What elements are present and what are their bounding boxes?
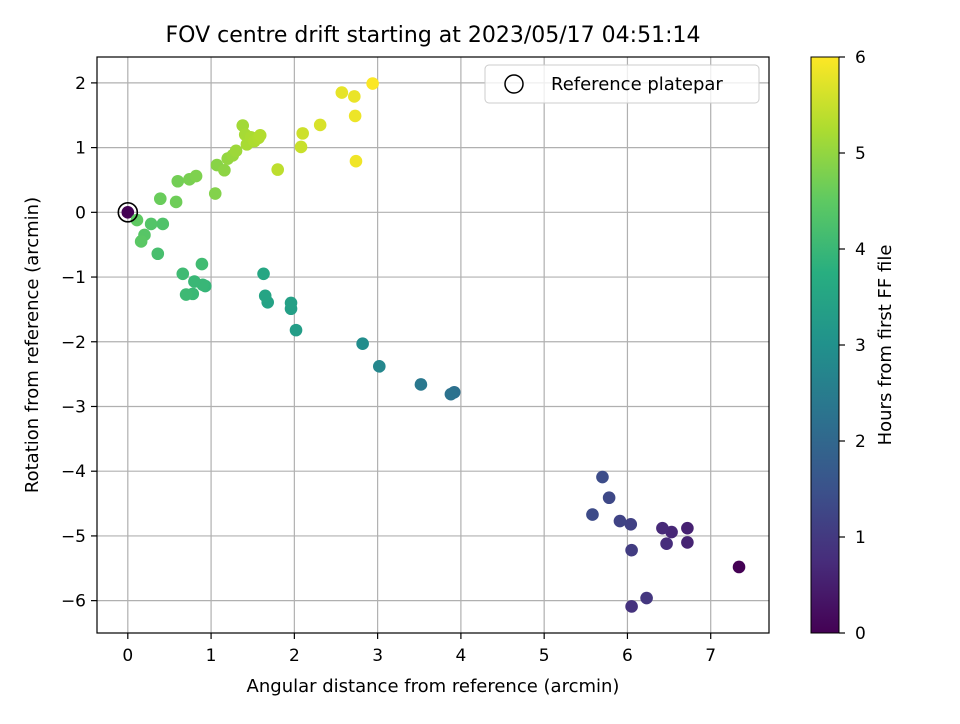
x-tick-label: 1 [206, 646, 217, 666]
data-point [444, 387, 458, 401]
colorbar [810, 56, 840, 634]
x-tick-label: 7 [705, 646, 716, 666]
x-tick-label: 6 [622, 646, 633, 666]
x-tick-label: 0 [122, 646, 133, 666]
data-point [171, 174, 185, 188]
x-axis-label: Angular distance from reference (arcmin) [247, 676, 620, 697]
chart-title: FOV centre drift starting at 2023/05/17 … [166, 23, 701, 48]
data-point [258, 289, 272, 303]
data-point [144, 217, 158, 231]
y-tick-label: 0 [75, 203, 86, 223]
data-point [257, 267, 270, 281]
x-tick-label: 3 [372, 646, 383, 666]
data-point [284, 296, 298, 310]
colorbar-ticks: 0 1 2 3 4 5 6 [839, 48, 866, 644]
colorbar-tick-label: 0 [855, 624, 866, 644]
legend-label: Reference platepar [551, 74, 723, 95]
data-point [681, 536, 694, 549]
data-point [208, 187, 222, 200]
y-axis-ticks: −6 −5 −4 −3 −2 −1 0 1 2 [61, 74, 97, 612]
data-point [625, 543, 638, 557]
legend-box [484, 64, 760, 104]
colorbar-tick-label: 2 [855, 432, 866, 452]
legend: Reference platepar [484, 64, 760, 104]
colorbar-label: Hours from first FF file [875, 245, 896, 446]
data-point [348, 109, 362, 123]
data-point [372, 360, 386, 373]
y-tick-label: −5 [61, 527, 86, 547]
x-tick-label: 2 [289, 646, 300, 666]
data-point [188, 275, 201, 288]
data-point [130, 213, 144, 227]
data-point [681, 521, 694, 535]
reference-marker [117, 202, 139, 223]
data-point [169, 195, 183, 209]
data-point [625, 600, 638, 613]
data-point [624, 517, 638, 531]
data-point [218, 163, 231, 177]
y-tick-label: −6 [61, 592, 86, 612]
colorbar-tick-label: 3 [855, 336, 866, 356]
data-point [313, 118, 327, 132]
data-point [732, 560, 746, 574]
data-point [296, 127, 309, 140]
x-tick-label: 4 [455, 646, 466, 666]
data-point [640, 591, 653, 605]
x-tick-label: 5 [539, 646, 550, 666]
data-point [176, 267, 190, 281]
data-point [271, 163, 284, 176]
y-tick-label: 2 [75, 74, 86, 94]
data-point [289, 323, 303, 337]
data-point [349, 154, 363, 168]
y-tick-label: −3 [61, 397, 86, 417]
data-point [660, 537, 673, 550]
y-tick-label: 1 [75, 139, 86, 159]
data-point [189, 169, 203, 183]
y-tick-label: −4 [61, 462, 86, 482]
data-point [195, 257, 209, 271]
colorbar-tick-label: 5 [855, 144, 866, 164]
grid [97, 57, 769, 633]
y-tick-label: −2 [61, 333, 86, 353]
data-point [613, 514, 627, 528]
data-point [335, 86, 349, 99]
data-point [253, 129, 267, 142]
colorbar-tick-label: 4 [855, 240, 866, 260]
plot-frame [96, 56, 770, 634]
colorbar-tick-label: 1 [855, 528, 866, 548]
data-point [153, 192, 167, 206]
data-point [134, 235, 148, 248]
data-point [414, 378, 428, 391]
data-point [294, 140, 308, 154]
x-axis-ticks: 0 1 2 3 4 5 6 7 [122, 633, 716, 666]
data-point [121, 206, 135, 219]
data-point [366, 77, 379, 90]
data-point [151, 247, 165, 261]
data-point [229, 144, 243, 158]
y-tick-label: −1 [61, 268, 86, 288]
data-point [179, 288, 193, 301]
y-axis-label: Rotation from reference (arcmin) [22, 197, 43, 493]
data-point [156, 217, 170, 231]
data-point [356, 337, 369, 351]
colorbar-tick-label: 6 [855, 48, 866, 68]
data-point [602, 491, 616, 505]
legend-marker [504, 74, 524, 94]
data-point [348, 90, 361, 103]
data-point [596, 470, 609, 484]
data-point [656, 521, 669, 535]
data-point [586, 508, 599, 521]
scatter-points [117, 77, 746, 613]
